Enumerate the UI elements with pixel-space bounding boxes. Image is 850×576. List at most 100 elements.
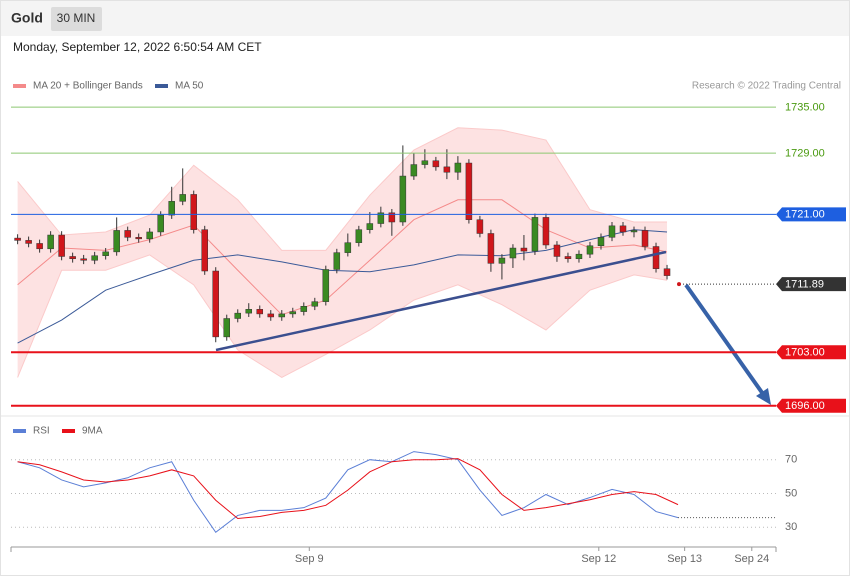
y-tick-label: 70 — [785, 454, 797, 466]
interval-box[interactable] — [51, 7, 102, 31]
candle-body — [366, 223, 374, 230]
candle-body — [608, 225, 616, 238]
legend-label: MA 50 — [175, 81, 204, 92]
candle-body — [168, 201, 175, 216]
band-edge — [17, 127, 668, 251]
candle-body — [476, 219, 484, 234]
bands-layer — [17, 127, 668, 379]
candle-body — [14, 237, 21, 241]
candle-body — [124, 230, 131, 238]
forecast-arrow — [684, 283, 765, 396]
credit: Research © 2022 Trading Central — [692, 81, 841, 92]
candle-body — [135, 237, 142, 240]
candle-body — [542, 217, 550, 246]
candle-body — [531, 217, 539, 252]
interval[interactable]: 30 MIN — [57, 11, 96, 25]
legend-label: RSI — [33, 426, 50, 437]
level-label: 1721.00 — [785, 209, 825, 221]
timestamp: Monday, September 12, 2022 6:50:54 AM CE… — [13, 40, 262, 54]
candle-body — [58, 234, 65, 257]
x-tick-label: Sep 9 — [295, 553, 324, 565]
candle-body — [190, 194, 197, 230]
level-label: 1735.00 — [785, 102, 825, 114]
candle-body — [421, 160, 429, 165]
candle-body — [333, 252, 341, 270]
x-tick-label: Sep 13 — [667, 553, 702, 565]
trendline — [215, 250, 667, 352]
legend-label: 9MA — [82, 426, 103, 437]
level-box — [776, 207, 846, 222]
band-edge — [17, 254, 668, 379]
candle-body — [234, 312, 241, 319]
candle-body — [80, 258, 87, 261]
bollinger-band — [17, 127, 668, 378]
candle-body — [69, 256, 76, 260]
candle-body — [487, 233, 495, 264]
rsi-line — [17, 451, 679, 534]
legend-swatch — [13, 429, 26, 433]
level-label: 1703.00 — [785, 347, 825, 359]
candle-body — [630, 230, 638, 233]
ma-line — [17, 199, 668, 316]
candle-body — [663, 268, 671, 276]
legend-swatch — [155, 84, 168, 88]
candle-body — [498, 257, 506, 264]
candle-body — [179, 194, 186, 202]
candle-body — [465, 162, 473, 220]
level-box — [776, 345, 846, 360]
header-bar — [1, 1, 849, 36]
candle-body — [102, 251, 109, 256]
candle-body — [212, 270, 219, 338]
candle-body — [25, 240, 32, 244]
level-label: 1696.00 — [785, 400, 825, 412]
candle-body — [47, 234, 54, 250]
candle-body — [432, 160, 440, 168]
main-layer — [14, 145, 671, 343]
candle-body — [619, 225, 627, 233]
legend-label: MA 20 + Bollinger Bands — [33, 81, 143, 92]
candle-body — [311, 301, 319, 307]
candle-body — [91, 255, 98, 261]
candle-body — [520, 247, 528, 252]
candle-body — [245, 309, 253, 314]
candle-body — [355, 229, 363, 243]
legend-swatch — [62, 429, 75, 433]
candle-body — [509, 247, 517, 259]
candle-body — [223, 318, 230, 338]
y-tick-label: 50 — [785, 487, 797, 499]
candle-body — [377, 212, 385, 224]
candle-body — [399, 175, 407, 223]
arrow-head — [756, 388, 771, 405]
candle-body — [388, 212, 396, 223]
candle-body — [146, 231, 153, 240]
candle-body — [278, 313, 286, 318]
candle-body — [300, 305, 308, 312]
candle-body — [201, 229, 208, 272]
last-price-dot — [677, 282, 681, 287]
candle-body — [641, 230, 649, 247]
candle-body — [586, 245, 594, 255]
x-tick-label: Sep 24 — [734, 553, 769, 565]
candle-body — [575, 253, 583, 260]
level-box — [776, 398, 846, 413]
candle-body — [322, 269, 330, 302]
candle-body — [256, 309, 264, 315]
candle-body — [553, 244, 561, 257]
candle-body — [113, 230, 120, 253]
level-label: 1711.89 — [785, 279, 824, 291]
legend-swatch — [13, 84, 26, 88]
candle-body — [36, 243, 43, 250]
candle-body — [410, 164, 418, 177]
y-tick-label: 30 — [785, 521, 797, 533]
candle-body — [157, 214, 164, 233]
candle-body — [652, 246, 660, 269]
x-tick-label: Sep 12 — [581, 553, 616, 565]
candle-body — [597, 237, 605, 246]
candle-body — [289, 311, 297, 315]
level-box — [776, 277, 846, 292]
candle-body — [443, 166, 451, 173]
candle-body — [454, 162, 462, 173]
ma-line — [17, 229, 668, 344]
candle-body — [344, 242, 352, 253]
